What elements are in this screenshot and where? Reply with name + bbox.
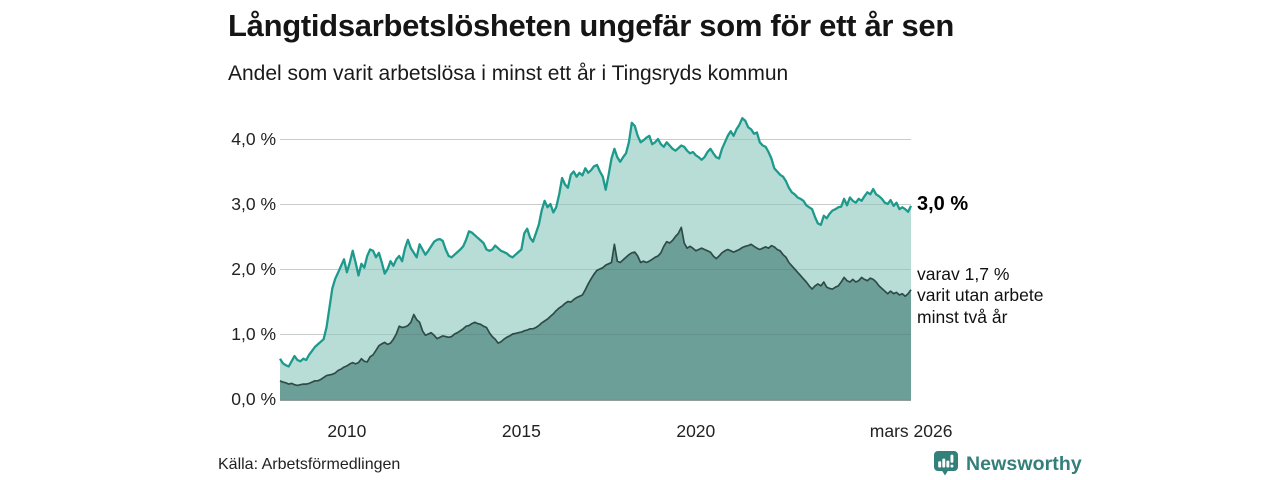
- annotation-line: varav 1,7 %: [917, 263, 1010, 284]
- x-axis-label: mars 2026: [869, 421, 953, 441]
- newsworthy-icon: [934, 451, 958, 476]
- line-unemployed-2yr: [279, 226, 912, 387]
- y-axis-label: 4,0 %: [231, 129, 276, 149]
- series2-annotation: varav 1,7 % varit utan arbete minst två …: [917, 264, 1043, 329]
- x-axis-label: 2015: [501, 421, 541, 441]
- annotation-line: varit utan arbete: [917, 285, 1044, 306]
- newsworthy-logo: Newsworthy: [933, 450, 1082, 478]
- source-caption: Källa: Arbetsförmedlingen: [218, 456, 401, 473]
- y-axis-label: 2,0 %: [231, 259, 276, 279]
- chart-title: Långtidsarbetslösheten ungefär som för e…: [228, 8, 955, 43]
- annotation-line: minst två år: [917, 306, 1008, 327]
- line-unemployed-1yr: [279, 117, 913, 368]
- y-axis-label: 1,0 %: [231, 324, 276, 344]
- x-axis-label: 2020: [676, 421, 716, 441]
- series-end-value-label: 3,0 %: [917, 192, 969, 215]
- y-axis-label: 0,0 %: [231, 389, 276, 409]
- area-unemployed-2yr: [280, 227, 911, 399]
- newsworthy-wordmark: Newsworthy: [966, 452, 1082, 475]
- x-axis-label: 2010: [327, 421, 367, 441]
- y-axis-label: 3,0 %: [231, 194, 276, 214]
- chart-subtitle: Andel som varit arbetslösa i minst ett å…: [228, 62, 789, 85]
